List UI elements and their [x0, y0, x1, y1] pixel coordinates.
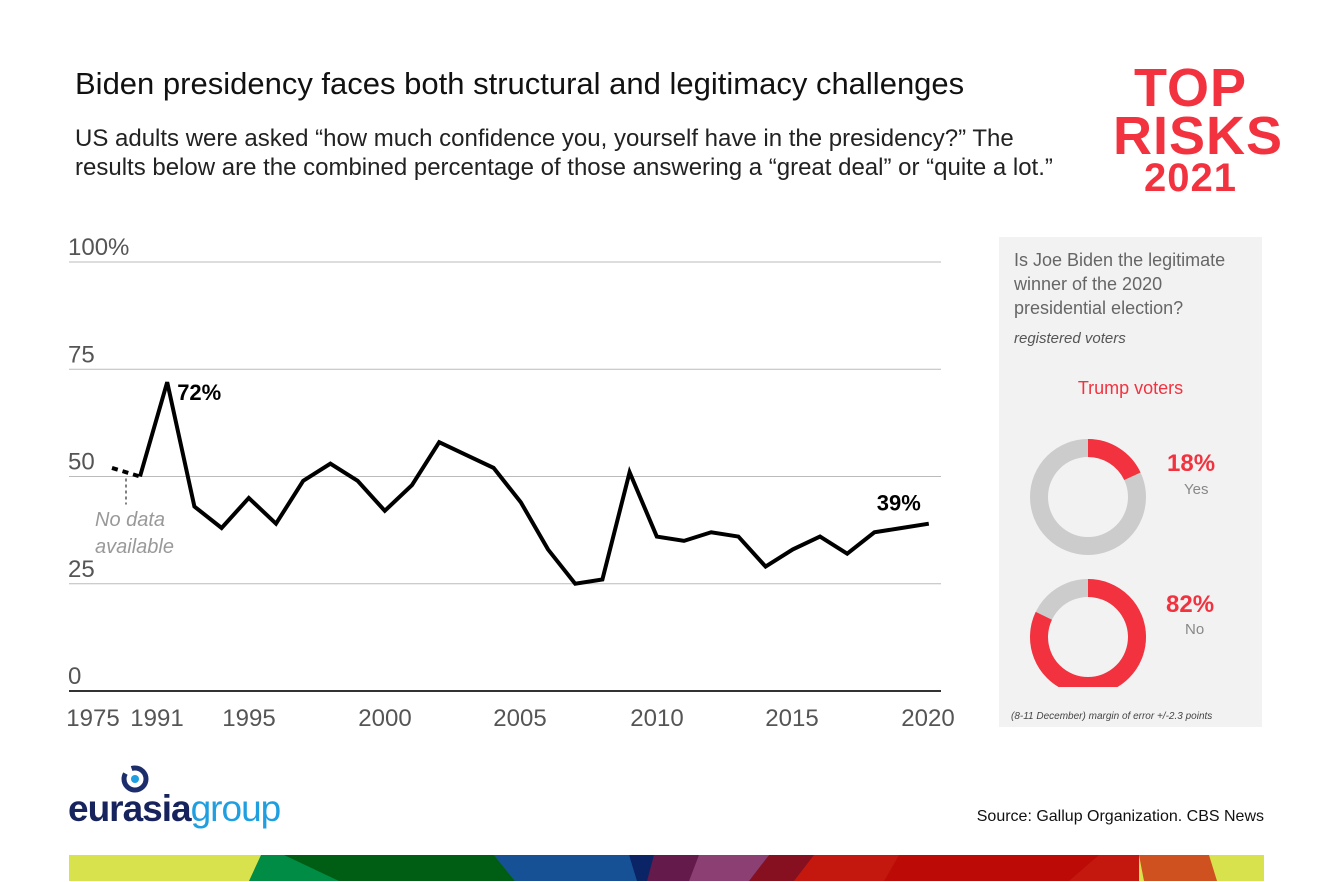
panel-group: Trump voters: [1077, 378, 1184, 398]
y-tick-label: 50: [68, 449, 95, 476]
y-tick-label: 75: [68, 341, 95, 368]
logo-text: group: [190, 788, 282, 829]
line-chart: 0 25 50 75 100% 1975 1991 1995 2000 2005 2010 2015 2…: [66, 234, 954, 732]
no-data-line: No data: [95, 509, 165, 531]
no-data-line: available: [95, 536, 174, 558]
x-tick-label: 2005: [493, 705, 546, 732]
logo-text: eurasia: [68, 788, 192, 829]
y-tick-label: 100%: [68, 234, 129, 261]
eurasia-logo-icon: [118, 764, 152, 799]
y-tick-label: 0: [68, 663, 81, 690]
peak-label: 72%: [177, 380, 221, 405]
logo-line: RISKS: [1113, 106, 1284, 166]
decorative-stripe: [69, 855, 1264, 881]
no-label: No: [1185, 621, 1205, 638]
x-tick-label: 2015: [765, 705, 818, 732]
donut-slice-yes: [1030, 439, 1146, 555]
source-note: Source: Gallup Organization. CBS News: [976, 808, 1264, 825]
series-line: [138, 381, 930, 586]
y-tick-label: 25: [68, 556, 95, 583]
x-tick-label: 1991: [130, 705, 183, 732]
last-value-label: 39%: [877, 491, 921, 516]
legitimacy-panel: Is Joe Biden the legitimate winner of th…: [999, 237, 1262, 727]
no-percent: 82%: [1166, 591, 1215, 618]
x-tick-label: 1995: [222, 705, 275, 732]
top-risks-logo: TOP RISKS 2021: [1113, 58, 1284, 200]
chart-title: Biden presidency faces both structural a…: [75, 66, 965, 101]
margin-note: (8-11 December) margin of error +/-2.3 p…: [1011, 711, 1213, 722]
chart-subtitle: US adults were asked “how much confidenc…: [75, 125, 1053, 181]
panel-question: Is Joe Biden the legitimate winner of th…: [1014, 250, 1226, 318]
x-tick-label: 2000: [358, 705, 411, 732]
eurasia-group-logo: eurasiagroup: [68, 788, 282, 830]
no-data-label: No data available: [95, 509, 174, 558]
donut-slice-no: [1030, 579, 1146, 687]
yes-label: Yes: [1184, 481, 1209, 498]
donut-charts: [1030, 439, 1146, 687]
x-tick-label: 1975: [66, 705, 119, 732]
panel-subtitle: registered voters: [1014, 330, 1126, 347]
logo-line: 2021: [1144, 156, 1237, 200]
x-tick-label: 2020: [901, 705, 954, 732]
yes-percent: 18%: [1167, 450, 1216, 477]
logo-line: TOP: [1133, 58, 1248, 118]
dashed-gap-line: [111, 466, 141, 479]
x-tick-label: 2010: [630, 705, 683, 732]
